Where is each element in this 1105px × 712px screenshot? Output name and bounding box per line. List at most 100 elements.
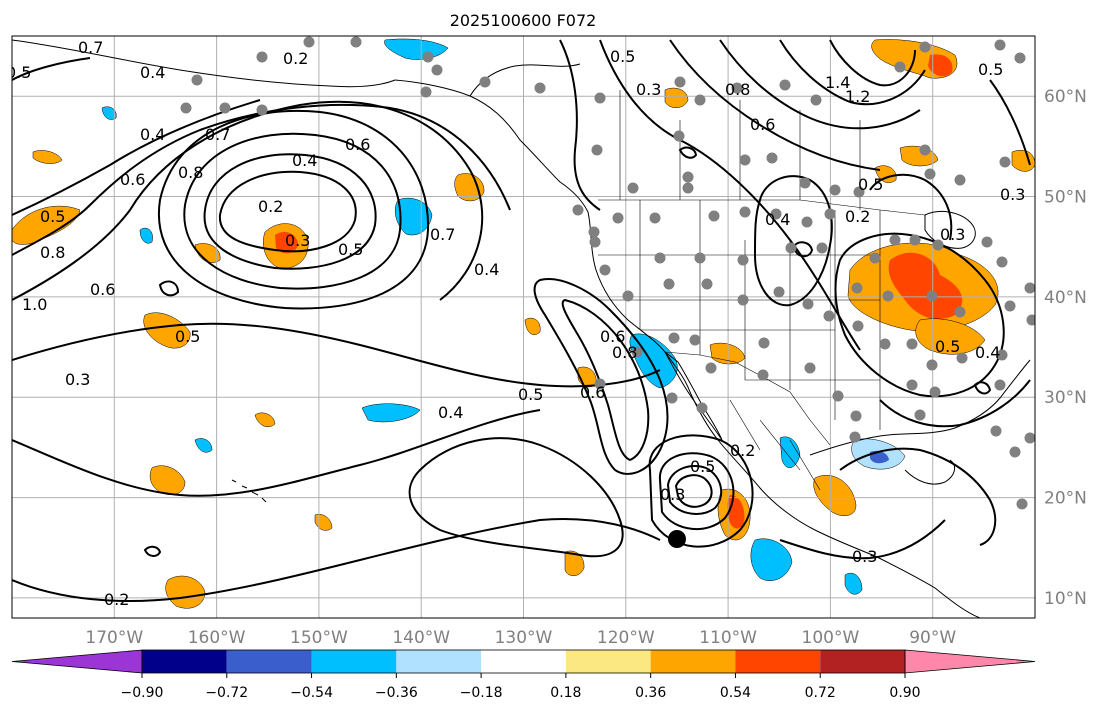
station-dot — [191, 74, 203, 86]
canada-province-borders — [619, 90, 861, 210]
contour-label: 0.5 — [858, 175, 883, 194]
station-dot — [654, 252, 666, 264]
longitude-tick-label: 160°W — [188, 628, 246, 648]
colorbar-tick-label: 0.90 — [889, 685, 920, 701]
contour-label: 0.6 — [345, 135, 370, 154]
station-dot — [785, 242, 797, 254]
contour-line — [669, 39, 881, 171]
contour-label: 1.4 — [825, 73, 850, 92]
station-dot — [932, 239, 944, 251]
contour-label: 0.4 — [975, 343, 1000, 362]
station-dot — [1026, 314, 1035, 326]
contour-line — [658, 452, 735, 530]
contour-line — [869, 173, 953, 241]
contour-label: 0.5 — [40, 207, 65, 226]
station-dot — [850, 410, 862, 422]
contour-line — [599, 39, 861, 351]
station-dot — [889, 234, 901, 246]
contour-line — [719, 39, 921, 130]
contour-line — [793, 241, 814, 258]
contour-label: 0.5 — [338, 240, 363, 259]
station-dot — [906, 338, 918, 350]
contour-line — [834, 232, 1005, 398]
contour-label: 0.2 — [104, 590, 129, 609]
contour-label: 0.3 — [1000, 185, 1025, 204]
station-dot — [996, 349, 1008, 361]
negative-anomaly-region — [779, 436, 801, 468]
longitude-tick-label: 140°W — [392, 628, 450, 648]
contour-line — [12, 518, 661, 602]
station-dot — [919, 144, 931, 156]
contour-label: 0.5 — [935, 337, 960, 356]
positive-anomaly-core — [928, 54, 953, 77]
contour-label: 0.3 — [285, 231, 310, 250]
negative-anomaly-region — [101, 106, 117, 120]
station-dot — [589, 236, 601, 248]
station-dot — [1014, 52, 1026, 64]
contour-label: 0.7 — [430, 225, 455, 244]
station-dot — [674, 76, 686, 88]
colorbar-tick-label: 0.72 — [805, 685, 836, 701]
map-frame — [11, 35, 1036, 619]
station-dot — [668, 332, 680, 344]
station-dot — [869, 252, 881, 264]
contour-label: 0.5 — [175, 327, 200, 346]
positive-anomaly-region — [194, 243, 221, 263]
station-dot — [689, 334, 701, 346]
colorbar-bin — [226, 650, 312, 673]
contour-label: 0.4 — [765, 210, 790, 229]
alaska-coast — [12, 39, 396, 88]
station-dot — [823, 310, 835, 322]
station-dot — [588, 226, 600, 238]
station-dot — [303, 36, 315, 48]
station-dot — [996, 256, 1008, 268]
contour-label: 0.6 — [90, 280, 115, 299]
station-dot — [919, 41, 931, 53]
contour-line — [666, 465, 723, 515]
colorbar-bin — [650, 650, 736, 673]
latitude-tick-label: 40°N — [1044, 288, 1087, 308]
political-borders — [598, 90, 926, 491]
contour-label: 0.8 — [725, 80, 750, 99]
contour-label: 0.8 — [612, 343, 637, 362]
colorbar-tick-label: 0.36 — [635, 685, 666, 701]
station-dot — [851, 282, 863, 294]
longitude-tick-label: 110°W — [699, 628, 757, 648]
contour-label: 0.4 — [140, 125, 165, 144]
station-dot — [829, 184, 841, 196]
contour-line — [879, 379, 1031, 428]
negative-anomaly-region — [194, 438, 213, 453]
station-dot — [682, 171, 694, 183]
station-dot — [701, 278, 713, 290]
station-dot — [894, 61, 906, 73]
contour-label: 0.3 — [660, 485, 685, 504]
contour-line — [12, 100, 484, 301]
contour-line — [779, 519, 946, 560]
station-dot — [739, 206, 751, 218]
station-dot — [737, 294, 749, 306]
station-dot — [1016, 498, 1028, 510]
station-dot — [422, 51, 434, 63]
station-dot — [591, 144, 603, 156]
station-dot — [824, 208, 836, 220]
contour-label: 0.4 — [140, 63, 165, 82]
station-dot — [906, 379, 918, 391]
contour-label: 1.2 — [845, 87, 870, 106]
station-dot — [926, 359, 938, 371]
station-dot — [990, 425, 1002, 437]
contour-line — [561, 298, 650, 462]
contour-label: 0.4 — [474, 260, 499, 279]
station-dot — [219, 102, 231, 114]
station-dot — [810, 94, 822, 106]
colorbar-bin — [396, 650, 482, 673]
map-title: 2025100600 F072 — [450, 11, 597, 30]
colorbar-bin — [142, 650, 227, 673]
contour-label: 0.8 — [40, 243, 65, 262]
colorbar-bin — [820, 650, 905, 673]
station-dot — [801, 216, 813, 228]
station-dot — [627, 182, 639, 194]
negative-anomaly-region — [361, 403, 421, 423]
station-dot — [572, 204, 584, 216]
station-dot — [350, 36, 362, 48]
